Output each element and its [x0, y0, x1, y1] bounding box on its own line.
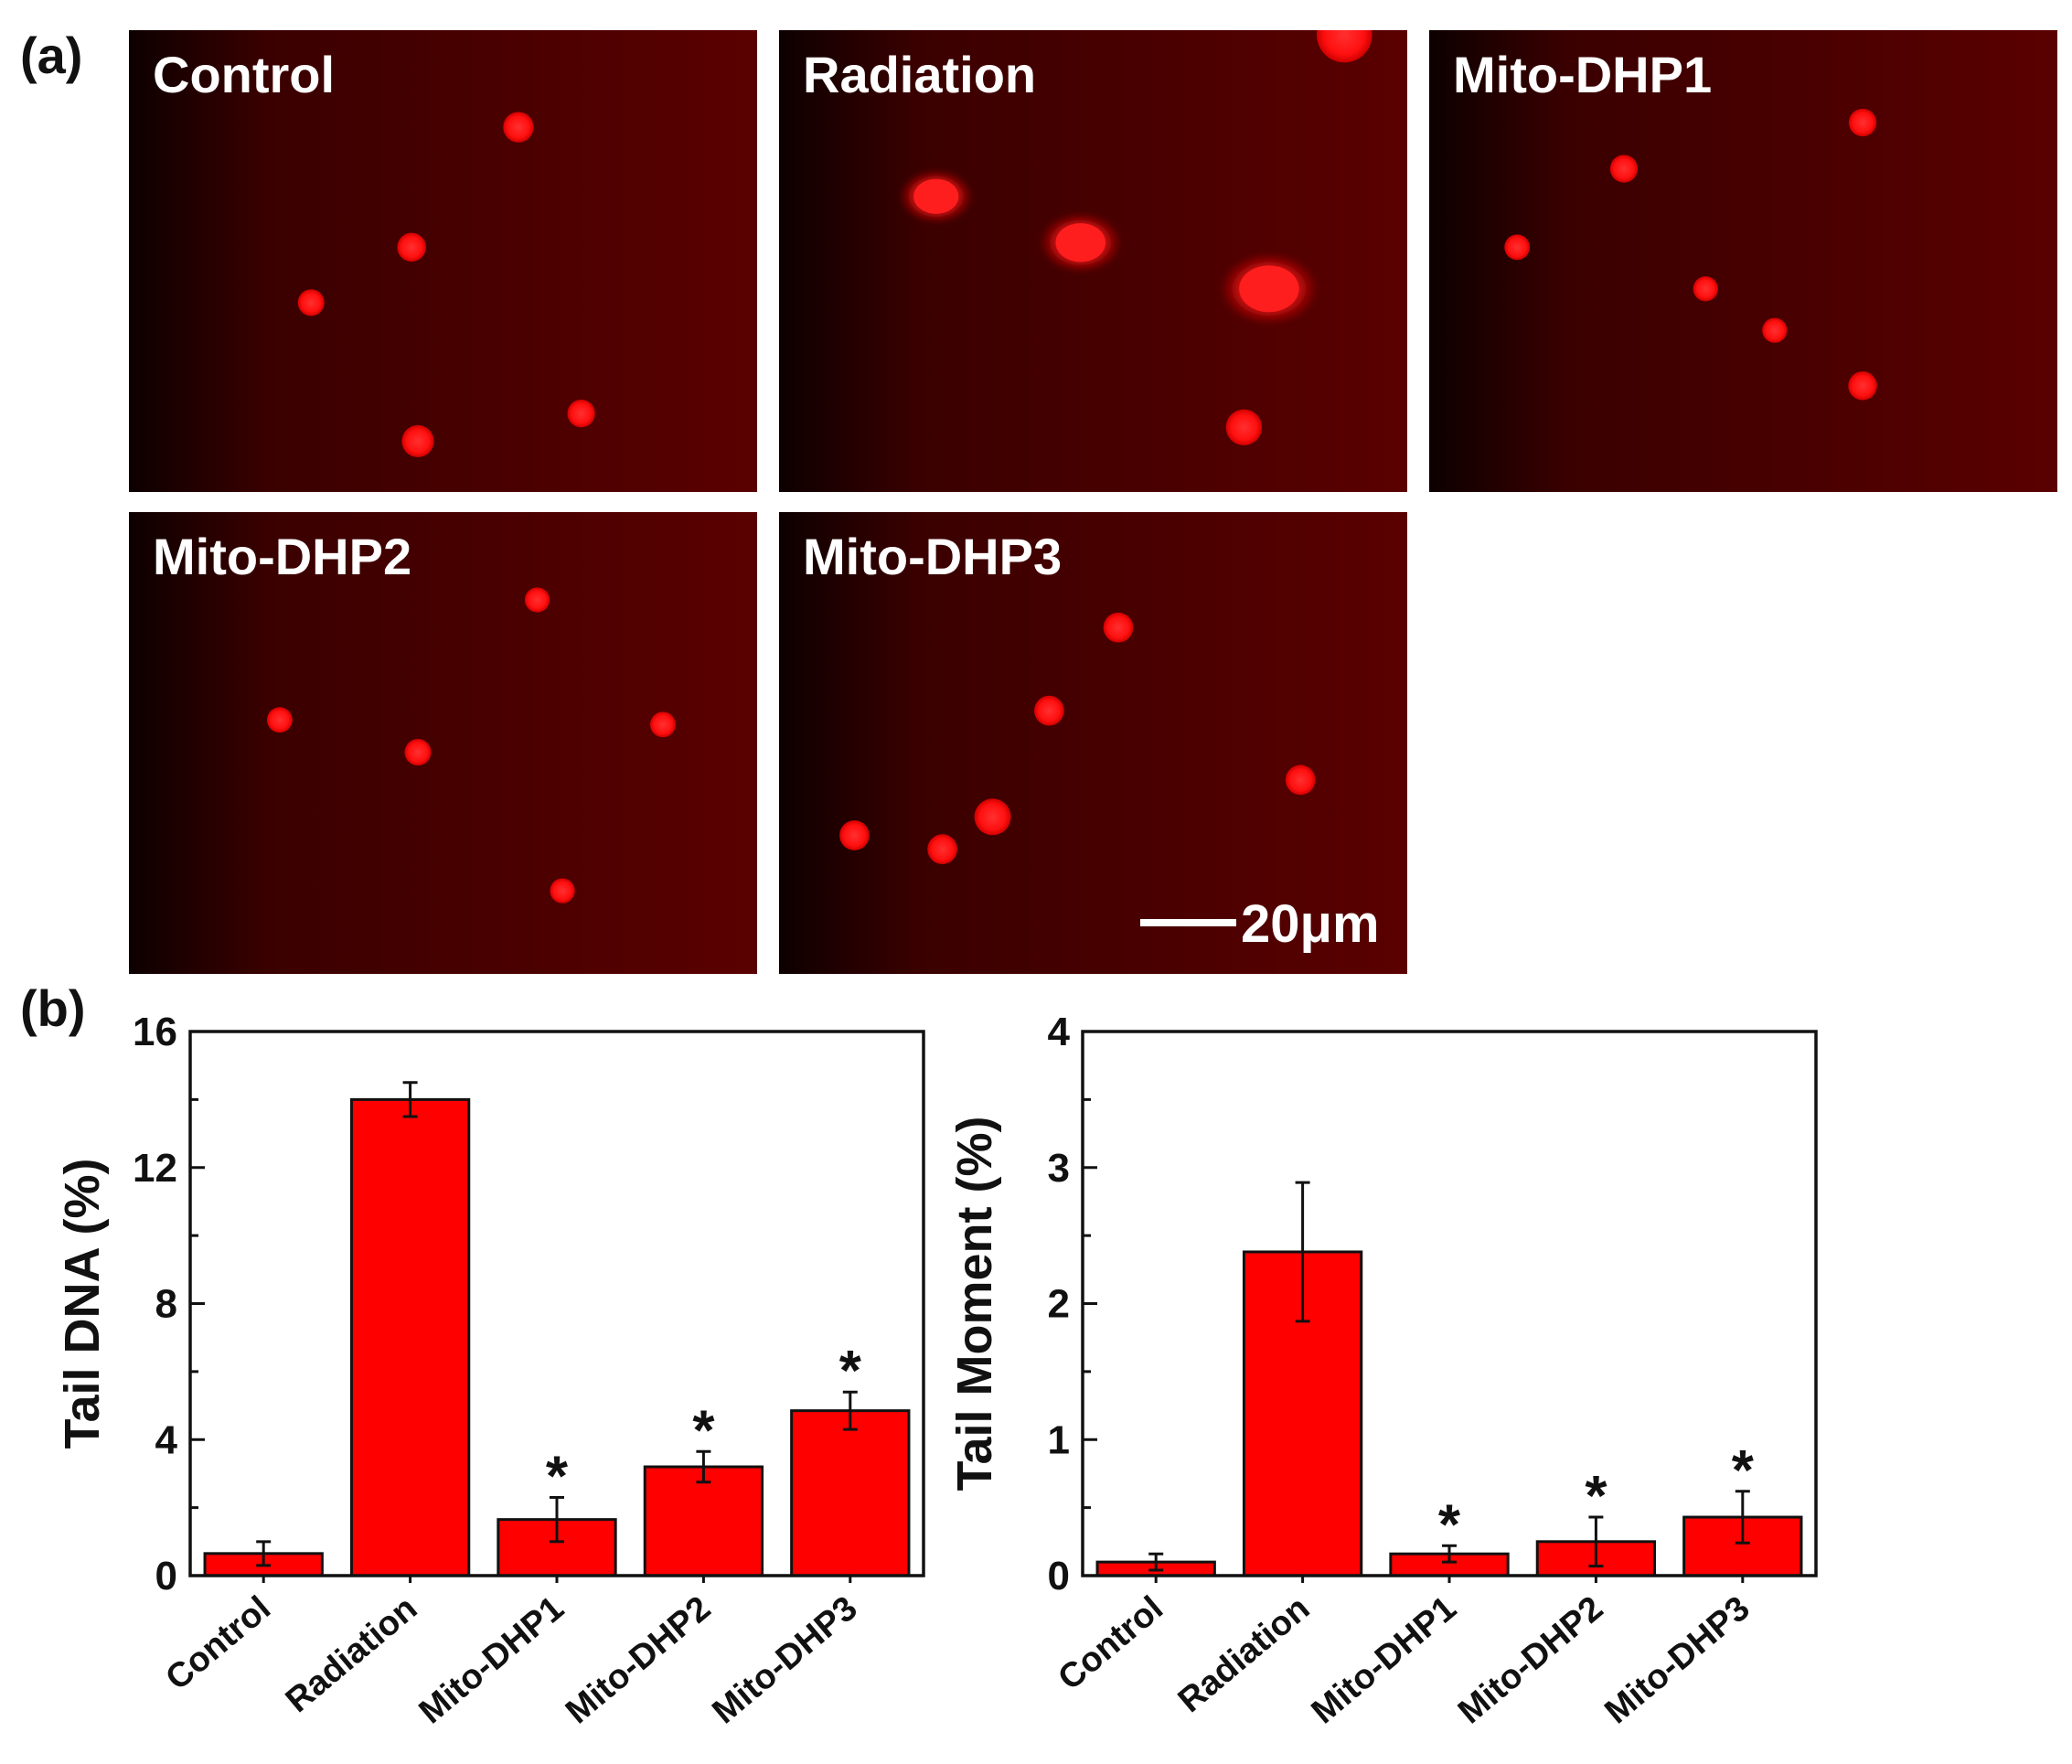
y-tick-label: 2: [1048, 1282, 1070, 1327]
y-tick-label: 16: [133, 1010, 177, 1054]
error-bar: [696, 1449, 711, 1484]
cell-nucleus: [974, 798, 1011, 836]
cell-nucleus: [1225, 409, 1263, 445]
cell-nucleus: [1762, 317, 1788, 343]
cell-nucleus: [1103, 612, 1134, 643]
panel-b-label: (b): [20, 979, 86, 1037]
significance-marker: *: [839, 1340, 862, 1403]
scale-bar: [1140, 919, 1236, 926]
significance-marker: *: [1585, 1465, 1607, 1528]
category-label: Mito-DHP1: [1305, 1589, 1464, 1732]
significance-marker: *: [692, 1399, 715, 1462]
cell-nucleus: [1285, 764, 1316, 796]
y-tick-label: 1: [1048, 1417, 1070, 1462]
cell-nucleus: [1504, 234, 1531, 261]
y-tick-label: 0: [155, 1554, 177, 1598]
micrograph-title: Control: [153, 46, 335, 103]
cell-nucleus: [839, 820, 870, 850]
micrograph-background: [779, 512, 1407, 974]
y-tick-label: 12: [133, 1146, 177, 1191]
micrograph-background: [1429, 30, 2057, 492]
micrograph-title: Radiation: [803, 46, 1036, 103]
y-axis-title: Tail DNA (%): [55, 1159, 110, 1449]
bar-chart-2: Control Radiation * Mito-DHP1 * Mito-DHP2 * Mit…: [947, 1010, 1818, 1732]
error-bar: [550, 1495, 564, 1544]
category-label: Mito-DHP3: [1597, 1589, 1757, 1732]
scale-bar-label: 20μm: [1241, 894, 1380, 954]
bar-charts: Control Radiation*Mito-DHP1*Mito-DHP2*Mit…: [55, 1010, 1818, 1732]
bar: [790, 1409, 911, 1577]
y-tick-label: 8: [155, 1282, 177, 1327]
comet-head: [1239, 265, 1299, 313]
cell-nucleus: [503, 112, 534, 143]
error-bar: [842, 1390, 858, 1431]
bar-chart-1: Control Radiation * Mito-DHP1 * Mito-DHP2 * Mit…: [55, 1010, 925, 1732]
y-axis-title: Tail Moment (%): [947, 1117, 1002, 1491]
cell-nucleus: [1693, 276, 1718, 302]
panel-a-label: (a): [20, 27, 82, 84]
micrograph-background: [129, 30, 757, 492]
cell-nucleus: [397, 232, 426, 262]
y-tick-label: 3: [1048, 1146, 1070, 1191]
significance-marker: *: [546, 1445, 569, 1508]
micrograph-mito-dhp1: Mito-DHP1: [1429, 30, 2057, 492]
significance-marker: *: [1438, 1493, 1461, 1556]
cell-nucleus: [650, 711, 676, 738]
cell-nucleus: [401, 424, 434, 458]
cell-nucleus: [297, 289, 325, 316]
micrograph-grid: Control Radiation Mito-DHP1 Mito-DHP2 Mito-D…: [129, 30, 2057, 974]
error-bar: [256, 1540, 272, 1567]
cell-nucleus: [927, 834, 957, 865]
comet-head: [1055, 223, 1106, 262]
cell-nucleus: [567, 400, 595, 428]
error-bar: [1148, 1552, 1164, 1572]
category-label: Radiation: [279, 1589, 425, 1720]
category-label: Mito-DHP2: [559, 1589, 718, 1732]
cell-nucleus: [550, 878, 575, 903]
y-tick-label: 4: [155, 1417, 178, 1462]
micrograph-mito-dhp3: Mito-DHP3: [779, 512, 1407, 974]
cell-nucleus: [524, 587, 550, 613]
error-bar: [402, 1081, 418, 1118]
cell-nucleus: [1609, 155, 1639, 183]
cell-nucleus: [1848, 371, 1877, 401]
category-label: Control: [1052, 1589, 1170, 1698]
micrograph-title: Mito-DHP1: [1453, 46, 1712, 103]
cell-nucleus: [1034, 695, 1064, 726]
category-label: Mito-DHP1: [412, 1589, 571, 1732]
cell-nucleus: [1848, 108, 1877, 137]
category-label: Mito-DHP3: [705, 1589, 864, 1732]
y-tick-label: 4: [1048, 1010, 1071, 1054]
significance-marker: *: [1732, 1439, 1755, 1502]
micrograph-mito-dhp2: Mito-DHP2: [129, 512, 757, 974]
error-bar: [1735, 1490, 1750, 1545]
micrograph-background: [129, 512, 757, 974]
cell-nucleus: [1317, 30, 1372, 63]
comet-head: [913, 178, 959, 214]
error-bar: [1588, 1515, 1604, 1568]
category-label: Control: [159, 1589, 278, 1698]
cell-nucleus: [404, 739, 432, 766]
category-label: Radiation: [1171, 1589, 1318, 1720]
category-label: Mito-DHP2: [1451, 1589, 1610, 1732]
micrograph-control: Control: [129, 30, 757, 492]
error-bar: [1295, 1181, 1310, 1323]
bar: [349, 1097, 471, 1577]
y-tick-label: 0: [1048, 1554, 1070, 1598]
cell-nucleus: [266, 707, 293, 733]
micrograph-radiation: Radiation: [779, 30, 1407, 492]
error-bar: [1442, 1544, 1457, 1564]
micrograph-title: Mito-DHP2: [153, 528, 411, 585]
micrograph-title: Mito-DHP3: [803, 528, 1062, 585]
